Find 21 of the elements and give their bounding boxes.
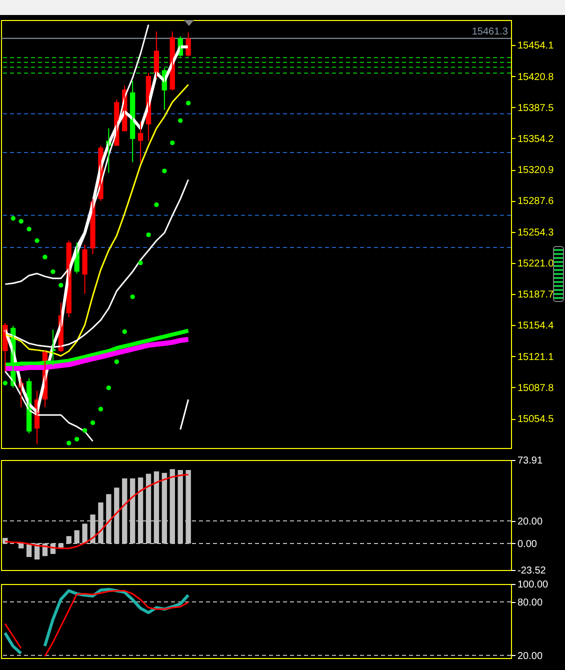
y-tick-label: -23.52 (518, 566, 546, 576)
y-tick-label: 15254.3 (518, 227, 554, 238)
y-tick-label: 15121.1 (518, 352, 554, 363)
y-tick-label: 15320.9 (518, 165, 554, 176)
y-tick-label: 15287.6 (518, 196, 554, 208)
y-tick-label: 15387.5 (518, 102, 554, 114)
y-tick-label: 15054.5 (518, 414, 554, 426)
y-tick-label: 0.00 (518, 538, 538, 550)
y-tick-label: 15187.7 (518, 290, 554, 301)
y-tick-label: 15087.8 (518, 382, 554, 394)
y-tick-label: 15354.2 (518, 134, 554, 145)
y-tick-label: 20.00 (518, 650, 543, 662)
y-tick-label: 80.00 (518, 597, 543, 608)
y-tick-label: 15420.8 (518, 72, 554, 83)
y-tick-label: 15454.1 (518, 40, 554, 52)
y-tick-label: 100.00 (518, 580, 549, 590)
y-tick-label: 73.91 (518, 456, 543, 466)
y-tick-label: 15154.4 (518, 320, 554, 332)
y-tick-label: 15221.0 (518, 258, 554, 270)
ref-line-label: 15461.3 (472, 26, 508, 38)
y-tick-label: 20.00 (518, 516, 543, 528)
